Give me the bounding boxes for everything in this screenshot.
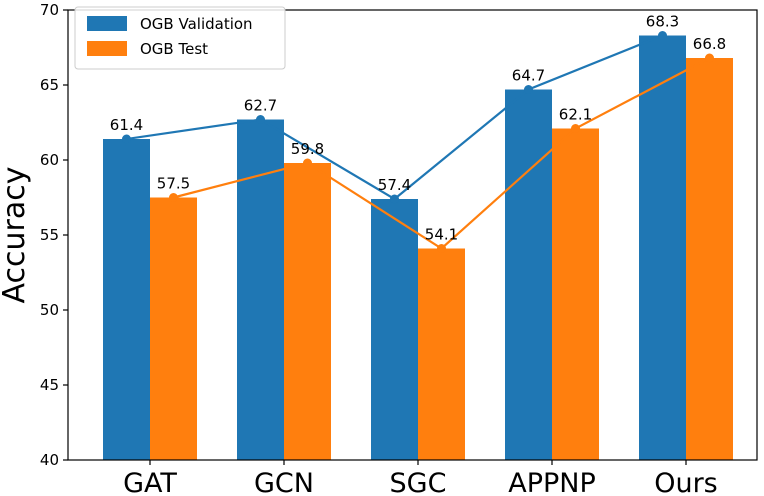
legend-swatch-ogb-test [87,41,127,56]
bar-ogb-validation-sgc [371,199,418,460]
legend-box [74,6,286,70]
marker-ogb-validation-appnp [524,85,533,94]
bar-ogb-test-sgc [418,248,465,460]
bar-ogb-test-gat [150,197,197,460]
bar-ogb-test-appnp [552,128,599,460]
bar-ogb-test-ours [686,58,733,460]
value-label-ogb-test-gat: 57.5 [157,175,190,193]
y-tick-label-40: 40 [40,451,59,469]
value-label-ogb-validation-gat: 61.4 [110,116,143,134]
value-label-ogb-validation-appnp: 64.7 [512,67,545,85]
y-tick-label-60: 60 [40,151,59,169]
value-label-ogb-validation-ours: 68.3 [646,13,679,31]
value-label-ogb-validation-gcn: 62.7 [244,97,277,115]
bar-ogb-validation-gat [103,139,150,460]
value-label-ogb-test-sgc: 54.1 [425,226,458,244]
marker-ogb-test-sgc [437,244,446,253]
bar-ogb-validation-appnp [505,89,552,460]
x-tick-label-ours: Ours [654,468,718,496]
y-tick-label-50: 50 [40,301,59,319]
marker-ogb-test-appnp [571,124,580,133]
value-label-ogb-validation-sgc: 57.4 [378,176,411,194]
x-tick-label-gat: GAT [123,468,177,496]
value-label-ogb-test-ours: 66.8 [693,35,726,53]
legend-label-ogb-test: OGB Test [140,40,208,58]
value-label-ogb-test-gcn: 59.8 [291,140,324,158]
marker-ogb-validation-gat [122,134,131,144]
marker-ogb-validation-ours [658,31,667,40]
legend-swatch-ogb-validation [87,16,127,31]
y-tick-label-70: 70 [40,1,59,19]
marker-ogb-validation-gcn [256,115,265,124]
value-label-ogb-test-appnp: 62.1 [559,106,592,124]
legend-label-ogb-validation: OGB Validation [140,15,253,33]
y-axis-title: Accuracy [0,167,32,304]
x-tick-label-sgc: SGC [390,468,447,496]
marker-ogb-test-ours [705,53,714,63]
bar-ogb-test-gcn [284,163,331,460]
bar-ogb-validation-ours [639,35,686,460]
y-tick-label-45: 45 [40,376,59,394]
y-tick-label-55: 55 [40,226,59,244]
x-tick-label-appnp: APPNP [508,468,596,496]
marker-ogb-validation-sgc [390,194,399,204]
x-tick-label-gcn: GCN [254,468,314,496]
bar-ogb-validation-gcn [237,119,284,460]
marker-ogb-test-gat [169,193,178,202]
marker-ogb-test-gcn [303,158,312,168]
y-tick-label-65: 65 [40,76,59,94]
